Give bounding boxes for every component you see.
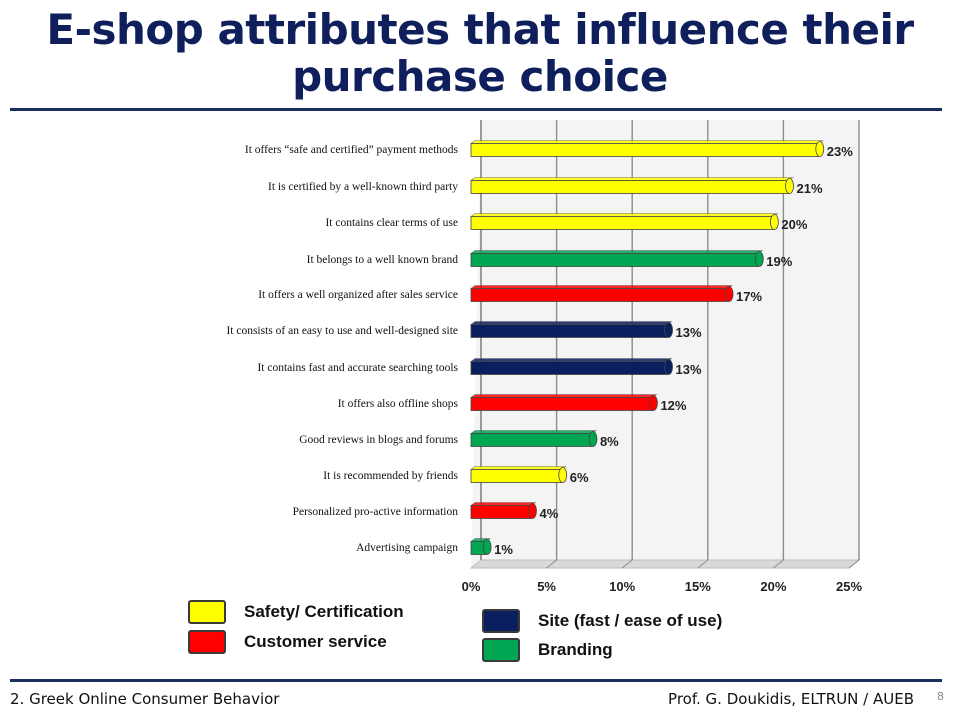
bar xyxy=(470,469,563,483)
footer-divider xyxy=(10,679,942,682)
gridline-floor xyxy=(773,559,784,569)
category-label: It is recommended by friends xyxy=(323,470,458,482)
x-tick-label: 10% xyxy=(609,579,635,594)
gridline-floor xyxy=(848,559,860,569)
bar-end-cap xyxy=(815,141,825,157)
title-divider xyxy=(10,108,942,111)
bar-value-label: 20% xyxy=(781,217,807,232)
bar-end-cap xyxy=(528,503,537,519)
bar-top-face xyxy=(470,466,567,470)
category-label: It contains fast and accurate searching … xyxy=(257,362,458,374)
legend-item-safety: Safety/ Certification xyxy=(188,600,404,624)
bar-value-label: 17% xyxy=(736,289,762,304)
x-tick-label: 0% xyxy=(462,579,481,594)
legend-label-site: Site (fast / ease of use) xyxy=(538,611,723,630)
bar xyxy=(470,143,820,157)
category-label: It offers “safe and certified” payment m… xyxy=(245,144,459,156)
category-label: It offers a well organized after sales s… xyxy=(258,289,458,301)
x-tick-label: 25% xyxy=(836,579,862,594)
footer-author: Prof. G. Doukidis, ELTRUN / AUEB xyxy=(668,690,914,708)
bar-value-label: 4% xyxy=(539,506,558,521)
bar-end-cap xyxy=(664,359,673,375)
bar-chart: 0% 5% 10% 15% 20% 25% 23% It offers “safe and c… xyxy=(226,120,862,594)
bar-top-face xyxy=(470,285,733,289)
bar xyxy=(470,505,532,519)
bar xyxy=(470,180,789,194)
page-number: 8 xyxy=(937,690,944,703)
legend-label-service: Customer service xyxy=(244,632,387,651)
bar xyxy=(470,433,593,447)
bar-top-face xyxy=(470,177,794,181)
legend-item-branding: Branding xyxy=(482,638,613,662)
bar-value-label: 12% xyxy=(660,398,686,413)
bar xyxy=(470,253,759,267)
bar xyxy=(470,397,653,411)
legend-label-safety: Safety/ Certification xyxy=(244,602,404,621)
bar-end-cap xyxy=(649,395,658,411)
bar xyxy=(470,324,668,338)
bar xyxy=(470,361,668,375)
legend-label-branding: Branding xyxy=(538,640,613,659)
bar-end-cap xyxy=(664,322,673,338)
x-tick-label: 15% xyxy=(685,579,711,594)
bar-end-cap xyxy=(724,286,734,302)
category-label: It belongs to a well known brand xyxy=(307,254,459,266)
bar-top-face xyxy=(470,502,537,506)
x-tick-label: 20% xyxy=(760,579,786,594)
bar-value-label: 8% xyxy=(600,434,619,449)
category-label: Personalized pro-active information xyxy=(293,506,459,518)
bar-end-cap xyxy=(558,467,568,483)
category-label: It contains clear terms of use xyxy=(325,217,458,229)
bar xyxy=(470,288,729,302)
bar-top-face xyxy=(470,250,764,254)
bar-end-cap xyxy=(785,178,794,194)
plot-floor xyxy=(469,559,861,569)
bar-end-cap xyxy=(770,214,779,230)
footer-section-title: 2. Greek Online Consumer Behavior xyxy=(10,690,280,708)
legend-swatch-safety xyxy=(188,600,226,624)
bar-value-label: 13% xyxy=(676,325,702,340)
bar-top-face xyxy=(470,358,673,362)
bar-value-label: 6% xyxy=(570,470,589,485)
gridline-floor xyxy=(621,559,633,569)
legend-swatch-service xyxy=(188,630,226,654)
legend-item-site: Site (fast / ease of use) xyxy=(482,609,722,633)
bar-end-cap xyxy=(588,431,598,447)
slide-title: E-shop attributes that influence their p… xyxy=(0,6,960,100)
bar-top-face xyxy=(470,430,597,434)
gridline-floor xyxy=(697,559,709,569)
plot-back-wall xyxy=(471,120,859,568)
category-label: Advertising campaign xyxy=(356,542,458,554)
x-tick-label: 5% xyxy=(537,579,556,594)
legend-swatch-branding xyxy=(482,638,520,662)
bar-value-label: 19% xyxy=(766,254,792,269)
bar-value-label: 13% xyxy=(676,362,702,377)
bar-top-face xyxy=(470,140,824,144)
bar-end-cap xyxy=(482,539,492,555)
category-label: Good reviews in blogs and forums xyxy=(299,434,458,446)
category-label: It is certified by a well-known third pa… xyxy=(268,181,458,193)
slide-title-line-2: purchase choice xyxy=(292,52,668,101)
bar-value-label: 1% xyxy=(494,542,513,557)
bar-value-label: 23% xyxy=(827,144,853,159)
bar xyxy=(470,216,774,230)
bar-top-face xyxy=(470,394,658,398)
bar-end-cap xyxy=(754,251,764,267)
bar-value-label: 21% xyxy=(797,181,823,196)
legend-item-service: Customer service xyxy=(188,630,387,654)
legend-swatch-site xyxy=(482,609,520,633)
bar-top-face xyxy=(470,321,673,325)
slide-title-line-1: E-shop attributes that influence their xyxy=(46,5,914,54)
bar-top-face xyxy=(470,213,779,217)
gridline-floor xyxy=(546,559,557,569)
category-label: It consists of an easy to use and well-d… xyxy=(226,325,458,337)
category-label: It offers also offline shops xyxy=(338,398,459,410)
